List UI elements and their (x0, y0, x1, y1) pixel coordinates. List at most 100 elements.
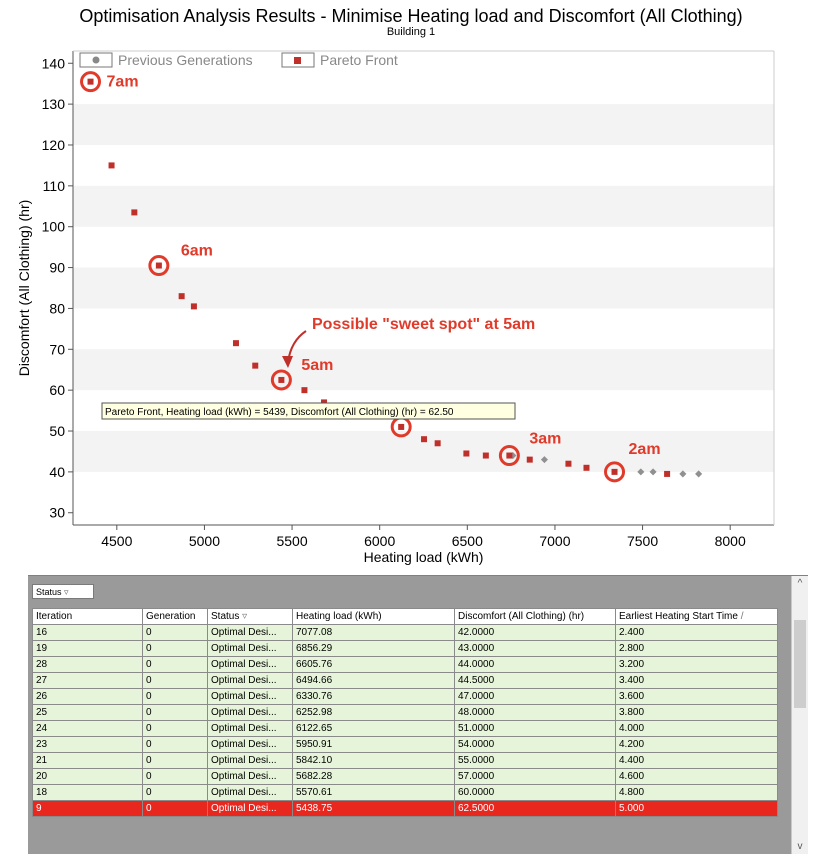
table-cell: 0 (142, 720, 208, 737)
column-header[interactable]: Iteration (32, 608, 143, 625)
column-header[interactable]: Status ▿ (207, 608, 293, 625)
results-grid-panel: Status ▿ Iteration Generation Status ▿ Heat… (28, 575, 808, 854)
table-cell: 7077.08 (292, 624, 455, 641)
pareto-front-point (463, 450, 470, 457)
pareto-front-point (178, 293, 185, 300)
table-cell: 0 (142, 736, 208, 753)
point-tooltip-box (101, 402, 516, 420)
table-cell: Optimal Desi... (207, 656, 293, 673)
table-cell: 44.5000 (454, 672, 616, 689)
table-cell: 42.0000 (454, 624, 616, 641)
table-cell: 3.400 (615, 672, 778, 689)
grid-band (73, 267, 774, 309)
scroll-down-icon[interactable]: v (797, 841, 803, 852)
pareto-front-point (421, 436, 428, 443)
table-cell: 24 (32, 720, 143, 737)
y-tick-label: 120 (42, 137, 66, 153)
status-filter-label: Status (36, 587, 62, 597)
table-cell: Optimal Desi... (207, 752, 293, 769)
table-cell: 27 (32, 672, 143, 689)
table-row[interactable]: 27 0 Optimal Desi... 6494.66 44.5000 3.400 (32, 672, 778, 689)
y-tick-label: 40 (49, 464, 65, 480)
pareto-front-point (155, 262, 162, 269)
pareto-front-point (526, 456, 533, 463)
annotation-label: 2am (629, 441, 661, 458)
column-header[interactable]: Heating load (kWh) (292, 608, 455, 625)
table-row[interactable]: 19 0 Optimal Desi... 6856.29 43.0000 2.800 (32, 640, 778, 657)
table-cell: 9 (32, 800, 143, 817)
table-row[interactable]: 21 0 Optimal Desi... 5842.10 55.0000 4.400 (32, 752, 778, 769)
table-cell: 23 (32, 736, 143, 753)
pareto-front-point (232, 340, 239, 347)
table-cell: 3.200 (615, 656, 778, 673)
pareto-front-point (664, 470, 671, 477)
column-header[interactable]: Discomfort (All Clothing) (hr) (454, 608, 616, 625)
table-cell: 4.000 (615, 720, 778, 737)
annotation-circle (604, 461, 626, 483)
table-cell: 3.600 (615, 688, 778, 705)
table-cell: 0 (142, 784, 208, 801)
table-row[interactable]: 18 0 Optimal Desi... 5570.61 60.0000 4.800 (32, 784, 778, 801)
table-cell: 6856.29 (292, 640, 455, 657)
legend-pareto-label: Pareto Front (320, 52, 398, 68)
table-cell: 43.0000 (454, 640, 616, 657)
table-cell: 6252.98 (292, 704, 455, 721)
vertical-scrollbar[interactable]: ^ v (791, 576, 808, 854)
table-cell: 6330.76 (292, 688, 455, 705)
annotation-label: 3am (529, 431, 561, 448)
table-cell: 4.600 (615, 768, 778, 785)
column-header[interactable]: Generation (142, 608, 208, 625)
table-row[interactable]: 23 0 Optimal Desi... 5950.91 54.0000 4.200 (32, 736, 778, 753)
x-tick-label: 5000 (189, 533, 220, 549)
column-header[interactable]: Earliest Heating Start Time / (615, 608, 778, 625)
grid-band (73, 104, 774, 145)
table-cell: 5.000 (615, 800, 778, 817)
table-row[interactable]: 28 0 Optimal Desi... 6605.76 44.0000 3.200 (32, 656, 778, 673)
table-cell: 18 (32, 784, 143, 801)
y-tick-label: 30 (49, 505, 65, 521)
table-row[interactable]: 24 0 Optimal Desi... 6122.65 51.0000 4.000 (32, 720, 778, 737)
filter-icon[interactable]: ▿ (239, 611, 248, 622)
table-cell: 21 (32, 752, 143, 769)
table-cell: Optimal Desi... (207, 736, 293, 753)
scroll-up-icon[interactable]: ^ (797, 578, 803, 589)
table-cell: Optimal Desi... (207, 768, 293, 785)
table-cell: 5438.75 (292, 800, 455, 817)
y-tick-label: 140 (42, 55, 66, 71)
pareto-front-point (108, 162, 115, 169)
annotation-label: 6am (181, 243, 213, 260)
table-cell: 0 (142, 704, 208, 721)
table-cell: 6494.66 (292, 672, 455, 689)
table-cell: 0 (142, 768, 208, 785)
table-row[interactable]: 16 0 Optimal Desi... 7077.08 42.0000 2.400 (32, 624, 778, 641)
point-tooltip-text: Pareto Front, Heating load (kWh) = 5439,… (105, 407, 454, 418)
pareto-front-point (278, 376, 285, 383)
y-tick-label: 100 (42, 219, 66, 235)
table-cell: 47.0000 (454, 688, 616, 705)
annotation-label: 5am (301, 357, 333, 374)
table-cell: 4.800 (615, 784, 778, 801)
table-row[interactable]: 9 0 Optimal Desi... 5438.75 62.5000 5.000 (32, 800, 778, 817)
table-row[interactable]: 25 0 Optimal Desi... 6252.98 48.0000 3.800 (32, 704, 778, 721)
annotation-circle (148, 255, 170, 277)
pareto-front-point (434, 440, 441, 447)
sort-icon[interactable]: / (737, 611, 744, 622)
table-row[interactable]: 26 0 Optimal Desi... 6330.76 47.0000 3.600 (32, 688, 778, 705)
table-cell: Optimal Desi... (207, 640, 293, 657)
table-cell: 5682.28 (292, 768, 455, 785)
scroll-thumb[interactable] (794, 620, 806, 708)
table-cell: 0 (142, 672, 208, 689)
table-cell: 54.0000 (454, 736, 616, 753)
table-cell: 25 (32, 704, 143, 721)
y-axis-title: Discomfort (All Clothing) (hr) (16, 200, 32, 377)
table-row[interactable]: 20 0 Optimal Desi... 5682.28 57.0000 4.600 (32, 768, 778, 785)
x-tick-label: 6000 (364, 533, 395, 549)
annotation-label: 7am (107, 74, 139, 91)
pareto-front-point (611, 468, 618, 475)
table-cell: 0 (142, 752, 208, 769)
grid-band (73, 185, 774, 227)
table-cell: 6122.65 (292, 720, 455, 737)
x-tick-label: 7500 (627, 533, 658, 549)
status-filter-chip[interactable]: Status ▿ (32, 584, 94, 599)
grid-band (73, 349, 774, 391)
